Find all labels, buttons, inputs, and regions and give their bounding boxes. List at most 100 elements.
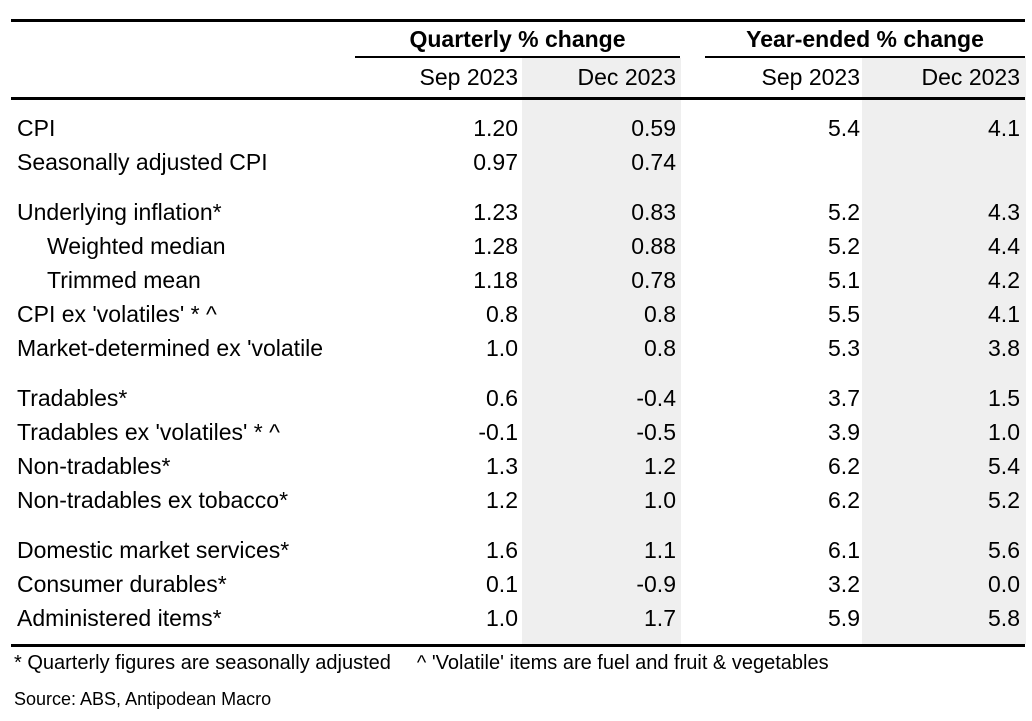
table-row: Tradables ex 'volatiles' * ^ -0.1 -0.5 3… xyxy=(10,415,1026,449)
table-row: Domestic market services* 1.6 1.1 6.1 5.… xyxy=(10,533,1026,567)
cell-year-ended-sep-2023: 5.2 xyxy=(828,198,860,225)
cell-year-ended-dec-2023: 0.0 xyxy=(988,570,1020,597)
row-label: Tradables ex 'volatiles' * ^ xyxy=(17,418,280,445)
table-row: CPI ex 'volatiles' * ^ 0.8 0.8 5.5 4.1 xyxy=(10,297,1026,331)
year-ended-group-underline xyxy=(705,56,1025,58)
table-row: CPI 1.20 0.59 5.4 4.1 xyxy=(10,111,1026,145)
cell-year-ended-dec-2023: 4.3 xyxy=(988,198,1020,225)
sub-header-year-ended-dec-2023: Dec 2023 xyxy=(921,64,1020,90)
cell-quarterly-sep-2023: -0.1 xyxy=(478,418,518,445)
row-label: Administered items* xyxy=(17,604,222,631)
cell-quarterly-dec-2023: 1.0 xyxy=(644,486,676,513)
sub-header-quarterly-sep-2023: Sep 2023 xyxy=(419,64,518,90)
cell-quarterly-dec-2023: 0.74 xyxy=(631,148,676,175)
cell-year-ended-sep-2023: 6.2 xyxy=(828,452,860,479)
table-body: CPI 1.20 0.59 5.4 4.1 Seasonally adjuste… xyxy=(10,100,1026,635)
cell-quarterly-dec-2023: 1.7 xyxy=(644,604,676,631)
cell-quarterly-dec-2023: -0.9 xyxy=(636,570,676,597)
row-label: Market-determined ex 'volatile xyxy=(17,334,324,361)
cell-quarterly-sep-2023: 1.28 xyxy=(473,232,518,259)
cell-year-ended-sep-2023: 5.1 xyxy=(828,266,860,293)
table-row: Seasonally adjusted CPI 0.97 0.74 xyxy=(10,145,1026,179)
cell-year-ended-dec-2023: 5.2 xyxy=(988,486,1020,513)
cell-quarterly-dec-2023: 0.78 xyxy=(631,266,676,293)
cell-year-ended-dec-2023: 5.6 xyxy=(988,536,1020,563)
table-row: Tradables* 0.6 -0.4 3.7 1.5 xyxy=(10,381,1026,415)
cell-quarterly-sep-2023: 0.97 xyxy=(473,148,518,175)
top-rule xyxy=(11,19,1025,22)
cell-quarterly-dec-2023: 0.8 xyxy=(644,334,676,361)
footnote-caret: ^ 'Volatile' items are fuel and fruit & … xyxy=(416,652,829,674)
row-label: Trimmed mean xyxy=(47,266,201,293)
cell-year-ended-sep-2023: 5.3 xyxy=(828,334,860,361)
cell-year-ended-sep-2023: 5.4 xyxy=(828,114,860,141)
cell-quarterly-dec-2023: -0.5 xyxy=(636,418,676,445)
table-row: Market-determined ex 'volatile 1.0 0.8 5… xyxy=(10,331,1026,365)
table-section: Domestic market services* 1.6 1.1 6.1 5.… xyxy=(10,533,1026,635)
cell-quarterly-sep-2023: 1.3 xyxy=(486,452,518,479)
cell-year-ended-sep-2023: 3.2 xyxy=(828,570,860,597)
table-row: Consumer durables* 0.1 -0.9 3.2 0.0 xyxy=(10,567,1026,601)
cell-quarterly-sep-2023: 0.8 xyxy=(486,300,518,327)
cell-quarterly-dec-2023: 0.83 xyxy=(631,198,676,225)
sub-header-quarterly-dec-2023: Dec 2023 xyxy=(577,64,676,90)
row-label: CPI xyxy=(17,114,56,141)
table-row: Weighted median 1.28 0.88 5.2 4.4 xyxy=(10,229,1026,263)
cell-year-ended-dec-2023: 1.0 xyxy=(988,418,1020,445)
table-row: Non-tradables ex tobacco* 1.2 1.0 6.2 5.… xyxy=(10,483,1026,517)
table-section: Underlying inflation* 1.23 0.83 5.2 4.3 … xyxy=(10,195,1026,365)
table-row: Non-tradables* 1.3 1.2 6.2 5.4 xyxy=(10,449,1026,483)
cell-year-ended-sep-2023: 5.5 xyxy=(828,300,860,327)
cell-year-ended-sep-2023: 5.2 xyxy=(828,232,860,259)
table-section: Tradables* 0.6 -0.4 3.7 1.5 Tradables ex… xyxy=(10,381,1026,517)
column-group-quarterly: Quarterly % change xyxy=(409,26,626,52)
column-group-year-ended: Year-ended % change xyxy=(746,26,984,52)
row-label: Tradables* xyxy=(17,384,128,411)
footnotes: * Quarterly figures are seasonally adjus… xyxy=(14,651,829,675)
table-row: Underlying inflation* 1.23 0.83 5.2 4.3 xyxy=(10,195,1026,229)
cell-year-ended-dec-2023: 5.8 xyxy=(988,604,1020,631)
row-label: Non-tradables* xyxy=(17,452,171,479)
cell-year-ended-dec-2023: 3.8 xyxy=(988,334,1020,361)
shaded-column-quarterly-dec xyxy=(522,58,681,644)
cell-quarterly-dec-2023: -0.4 xyxy=(636,384,676,411)
cell-quarterly-sep-2023: 0.1 xyxy=(486,570,518,597)
cell-year-ended-dec-2023: 4.2 xyxy=(988,266,1020,293)
table-row: Trimmed mean 1.18 0.78 5.1 4.2 xyxy=(10,263,1026,297)
cell-year-ended-dec-2023: 1.5 xyxy=(988,384,1020,411)
source-attribution: Source: ABS, Antipodean Macro xyxy=(14,689,272,709)
row-label: Non-tradables ex tobacco* xyxy=(17,486,289,513)
cell-quarterly-sep-2023: 1.20 xyxy=(473,114,518,141)
cell-quarterly-dec-2023: 0.8 xyxy=(644,300,676,327)
cell-quarterly-sep-2023: 1.0 xyxy=(486,334,518,361)
sub-header-year-ended-sep-2023: Sep 2023 xyxy=(761,64,860,90)
shaded-column-year-ended-dec xyxy=(862,58,1026,644)
cell-quarterly-dec-2023: 1.2 xyxy=(644,452,676,479)
cell-quarterly-sep-2023: 0.6 xyxy=(486,384,518,411)
cell-year-ended-sep-2023: 6.1 xyxy=(828,536,860,563)
cell-year-ended-dec-2023: 4.1 xyxy=(988,300,1020,327)
row-label: CPI ex 'volatiles' * ^ xyxy=(17,300,217,327)
table-section: CPI 1.20 0.59 5.4 4.1 Seasonally adjuste… xyxy=(10,111,1026,179)
cell-year-ended-dec-2023: 5.4 xyxy=(988,452,1020,479)
cell-quarterly-dec-2023: 0.88 xyxy=(631,232,676,259)
cell-quarterly-dec-2023: 1.1 xyxy=(644,536,676,563)
cell-quarterly-sep-2023: 1.18 xyxy=(473,266,518,293)
cell-quarterly-sep-2023: 1.6 xyxy=(486,536,518,563)
cell-year-ended-dec-2023: 4.4 xyxy=(988,232,1020,259)
cell-quarterly-dec-2023: 0.59 xyxy=(631,114,676,141)
row-label: Underlying inflation* xyxy=(17,198,222,225)
cell-year-ended-sep-2023: 5.9 xyxy=(828,604,860,631)
cell-year-ended-sep-2023: 3.9 xyxy=(828,418,860,445)
header-body-rule xyxy=(11,97,1025,100)
cell-year-ended-sep-2023: 3.7 xyxy=(828,384,860,411)
row-label: Consumer durables* xyxy=(17,570,227,597)
sub-header-row: Sep 2023 Dec 2023 Sep 2023 Dec 2023 xyxy=(10,58,1026,97)
bottom-rule xyxy=(11,644,1025,647)
row-label: Weighted median xyxy=(47,232,226,259)
cell-quarterly-sep-2023: 1.23 xyxy=(473,198,518,225)
cell-quarterly-sep-2023: 1.0 xyxy=(486,604,518,631)
cell-year-ended-dec-2023: 4.1 xyxy=(988,114,1020,141)
cell-quarterly-sep-2023: 1.2 xyxy=(486,486,518,513)
